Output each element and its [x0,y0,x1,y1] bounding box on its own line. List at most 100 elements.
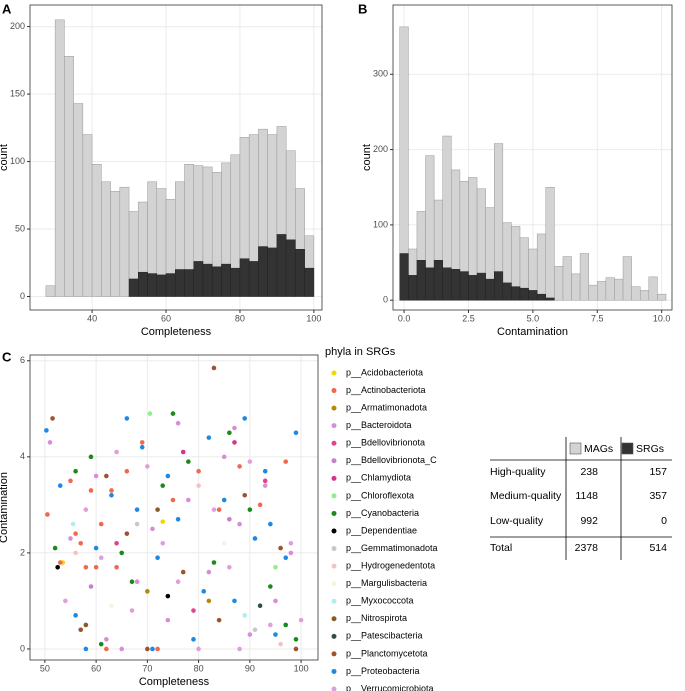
panel-label: A [2,1,12,16]
point [104,637,109,642]
legend-swatch [569,442,582,455]
point [124,416,130,421]
point [242,492,248,498]
point [273,564,278,570]
point [134,579,140,585]
row-label: Low-quality [490,515,544,527]
point [78,540,84,546]
legend-label: p__Cyanobacteria [346,508,419,518]
point [119,646,125,652]
bar [536,293,547,301]
point [283,459,289,464]
point [283,622,289,628]
point [247,459,253,464]
legend-key [331,651,337,657]
y-tick-label: 100 [373,219,388,229]
point [216,507,222,512]
bar [184,269,194,297]
legend-swatch [621,442,634,455]
point [262,478,268,484]
point [257,603,263,609]
point [98,641,104,647]
point [293,430,299,436]
y-tick-label: 200 [373,144,388,154]
point [73,531,78,536]
bar [175,269,185,297]
y-tick-label: 0 [20,643,25,653]
y-tick-label: 0 [20,291,25,301]
row-label: High-quality [490,466,546,478]
bar [128,278,139,297]
bar [258,246,268,297]
y-tick-label: 2 [20,547,25,557]
bar [648,276,658,301]
x-tick-label: 100 [294,663,309,673]
bar [304,267,315,297]
bar [408,275,418,301]
legend-label: p__Myxococcota [346,596,414,606]
bar [64,56,74,297]
bar [211,266,222,297]
bar [519,287,529,301]
bar [91,163,102,297]
point [83,564,89,570]
x-tick-label: 7.5 [591,313,604,323]
legend-label: p__Bacteroidota [346,420,412,430]
x-tick-label: 100 [306,313,321,323]
point [50,416,55,421]
legend-key [331,598,337,604]
point [57,560,63,565]
point [70,521,76,527]
bar [657,293,667,301]
point [252,627,258,633]
legend-key [331,405,337,411]
cell: 157 [649,466,667,478]
bar [562,256,572,301]
point [196,468,201,474]
bar [459,271,469,301]
bar [156,274,167,297]
point [186,459,191,464]
point [98,555,104,560]
point [252,536,258,541]
legend-label: p__Planctomycetota [346,648,428,658]
point [147,411,153,416]
cell: 514 [649,542,667,554]
bar [433,260,443,301]
point [68,478,73,484]
point [278,641,283,647]
point [165,593,171,599]
x-tick-label: 70 [142,663,152,673]
point [262,483,268,488]
cell: 992 [580,515,598,527]
point [175,420,181,426]
point [191,637,196,642]
legend-key [331,440,337,446]
point [242,416,248,421]
bar [442,267,452,301]
legend-key [331,423,337,429]
y-tick-label: 150 [10,88,25,98]
point [170,411,176,416]
y-tick-label: 4 [20,451,25,461]
y-axis-title: count [0,144,10,171]
legend-key [331,370,337,376]
point [160,540,166,546]
bar [285,239,296,297]
point [180,569,186,575]
bar [468,275,478,301]
point [180,449,186,455]
legend-key [331,528,337,534]
bar [493,271,504,301]
bar [119,186,130,297]
point [232,425,237,431]
point [227,430,232,436]
x-tick-label: 60 [91,663,101,673]
legend-label: p__Nitrospirota [346,613,407,623]
point [57,483,63,488]
legend-label: p__Actinobacteriota [346,385,426,395]
point [129,579,135,585]
point [139,444,145,450]
x-axis-title: Contamination [497,326,568,338]
point [104,473,109,479]
